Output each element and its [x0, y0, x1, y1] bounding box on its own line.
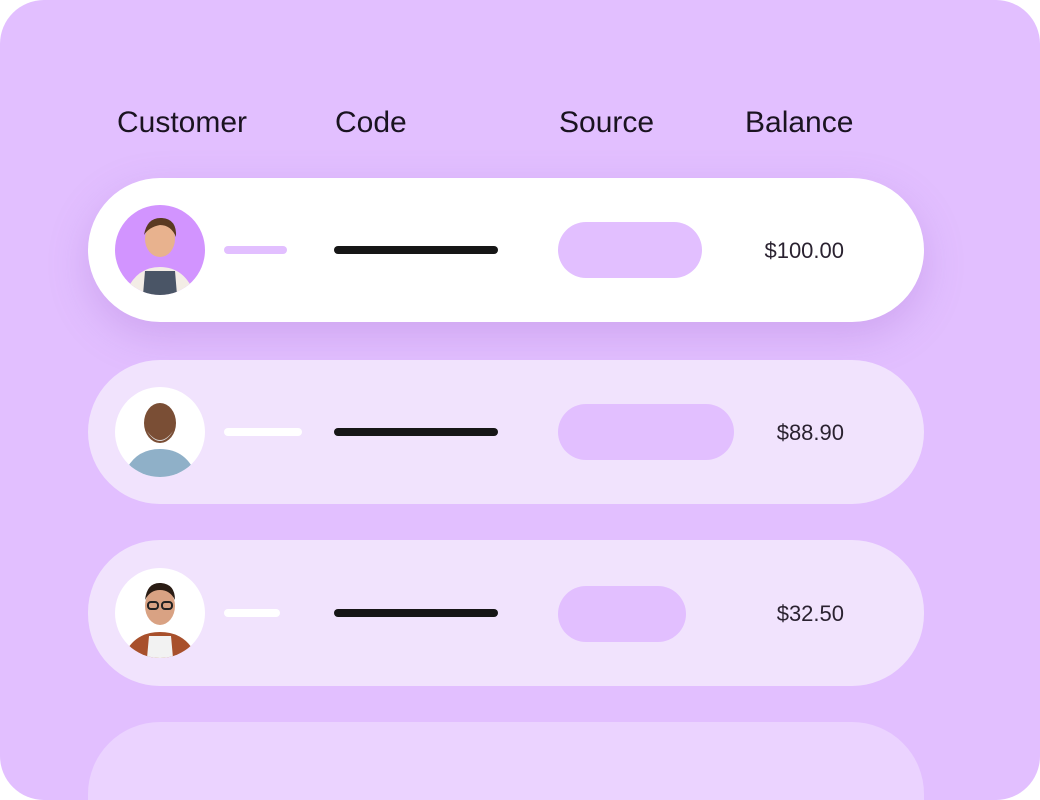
- source-pill: [558, 586, 686, 642]
- header-balance: Balance: [745, 106, 854, 139]
- customer-name-placeholder: [224, 428, 302, 436]
- avatar: [115, 387, 205, 477]
- balance: $32.50: [776, 601, 844, 626]
- balance: $88.90: [776, 420, 844, 445]
- table-row[interactable]: $32.50: [88, 540, 924, 686]
- header-customer: Customer: [117, 106, 248, 139]
- source-pill: [558, 222, 702, 278]
- table-row-placeholder: [88, 722, 924, 800]
- code-placeholder: [334, 428, 498, 436]
- source-pill: [558, 404, 734, 460]
- header-code: Code: [335, 106, 407, 139]
- customer-name-placeholder: [224, 246, 287, 254]
- code-placeholder: [334, 609, 498, 617]
- avatar: [115, 568, 205, 658]
- header-source: Source: [559, 106, 655, 139]
- code-placeholder: [334, 246, 498, 254]
- balance: $100.00: [764, 238, 844, 263]
- avatar: [115, 205, 205, 295]
- table-row[interactable]: $88.90: [88, 360, 924, 504]
- table-row[interactable]: $100.00: [88, 178, 924, 322]
- customer-name-placeholder: [224, 609, 280, 617]
